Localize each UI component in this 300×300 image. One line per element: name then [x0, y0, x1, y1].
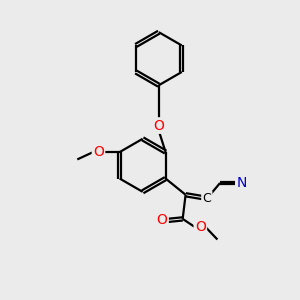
- Text: O: O: [153, 118, 164, 133]
- Text: O: O: [157, 213, 167, 227]
- Text: O: O: [93, 145, 104, 159]
- Text: N: N: [236, 176, 247, 190]
- Text: O: O: [195, 220, 206, 234]
- Text: C: C: [202, 192, 211, 205]
